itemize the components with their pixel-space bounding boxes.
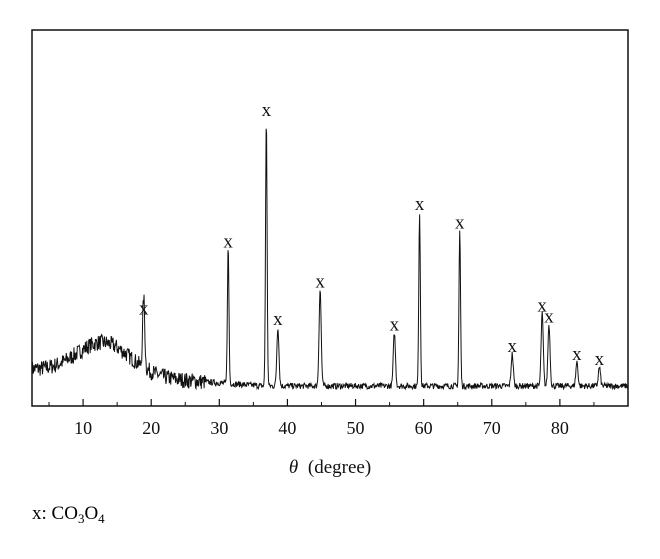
peak-label: x [572, 344, 582, 365]
diffraction-pattern-line [31, 128, 629, 391]
x-tick-label: 80 [551, 418, 569, 438]
x-tick-label: 30 [210, 418, 228, 438]
legend-formula: CO3O4 [51, 503, 105, 526]
peak-label: x [415, 194, 425, 215]
x-tick-label: 60 [415, 418, 433, 438]
peak-label: x [262, 100, 272, 121]
peak-label: x [507, 336, 517, 357]
x-axis-unit: (degree) [308, 457, 371, 478]
x-tick-label: 20 [142, 418, 160, 438]
legend-marker: x: [32, 503, 47, 524]
plot-frame [31, 29, 629, 407]
x-tick-label: 50 [347, 418, 365, 438]
peak-label: x [455, 213, 465, 234]
x-tick-label: 40 [278, 418, 296, 438]
peak-label: x [595, 349, 605, 370]
peak-label: x [537, 296, 547, 317]
peak-label: x [315, 272, 325, 293]
peak-label: x [544, 306, 554, 327]
x-axis-symbol: θ [289, 457, 298, 478]
peak-label: x [390, 314, 400, 335]
peak-label: x [223, 231, 233, 252]
x-tick-label: 70 [483, 418, 501, 438]
legend: x: CO3O4 [32, 503, 105, 527]
x-axis-title: θ (degree) [289, 457, 371, 478]
peak-label: x [273, 309, 283, 330]
x-tick-label: 10 [74, 418, 92, 438]
peak-label: x [139, 298, 149, 319]
